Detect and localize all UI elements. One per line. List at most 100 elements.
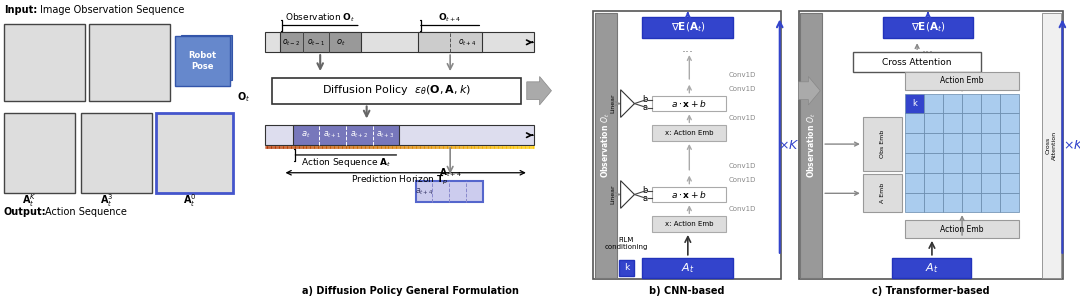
Bar (179, 37, 230, 82)
Text: Observation $\mathbf{O}_t$: Observation $\mathbf{O}_t$ (285, 11, 355, 24)
Text: Cross Attention: Cross Attention (882, 58, 951, 67)
Bar (981, 113, 1000, 133)
Text: ...: ... (922, 42, 934, 55)
Bar (981, 173, 1000, 192)
Bar (418, 32, 483, 52)
Bar (157, 113, 233, 192)
Bar (798, 11, 1064, 279)
Bar (800, 13, 822, 278)
Bar (1000, 173, 1018, 192)
Text: Conv1D: Conv1D (729, 72, 756, 78)
Bar (89, 24, 170, 101)
Bar (943, 153, 962, 173)
Text: $a \cdot \mathbf{x} + b$: $a \cdot \mathbf{x} + b$ (672, 189, 707, 200)
Bar (981, 94, 1000, 113)
Text: $\nabla \mathbf{E}(\mathbf{A}_t)$: $\nabla \mathbf{E}(\mathbf{A}_t)$ (671, 21, 705, 34)
Text: $o_t$: $o_t$ (336, 37, 346, 48)
Bar (905, 192, 924, 212)
Bar (1000, 153, 1018, 173)
Text: Conv1D: Conv1D (729, 86, 756, 92)
Bar (943, 173, 962, 192)
Text: Output:: Output: (4, 207, 46, 217)
Bar (595, 13, 617, 278)
Text: $\mathbf{A}_{t+4}$: $\mathbf{A}_{t+4}$ (438, 166, 461, 179)
Text: k: k (913, 99, 917, 108)
Text: $a_{t+1}$: $a_{t+1}$ (323, 130, 341, 141)
Text: Conv1D: Conv1D (729, 177, 756, 183)
Bar (924, 192, 943, 212)
Bar (943, 113, 962, 133)
Bar (619, 260, 634, 275)
Text: x: Action Emb: x: Action Emb (665, 221, 714, 227)
Bar (924, 173, 943, 192)
Bar (943, 94, 962, 113)
Bar (905, 153, 924, 173)
Text: Action Sequence: Action Sequence (45, 207, 127, 217)
Text: b: b (642, 95, 647, 104)
Text: $A_t$: $A_t$ (681, 261, 694, 275)
Text: $o_{t-1}$: $o_{t-1}$ (307, 37, 325, 48)
Bar (905, 173, 924, 192)
Bar (924, 133, 943, 153)
Bar (175, 36, 230, 86)
Bar (1000, 94, 1018, 113)
Bar (652, 187, 727, 202)
Text: $a_{t+4}$: $a_{t+4}$ (416, 186, 434, 197)
Bar (863, 174, 902, 212)
Bar (4, 24, 85, 101)
Bar (853, 52, 982, 72)
Text: a: a (643, 194, 647, 203)
Text: k: k (624, 263, 630, 272)
Bar (1000, 192, 1018, 212)
Text: a: a (643, 103, 647, 112)
Bar (177, 39, 228, 84)
Bar (924, 94, 943, 113)
Bar (652, 216, 727, 232)
Bar (4, 113, 76, 192)
Text: FiLM
conditioning: FiLM conditioning (605, 238, 648, 250)
Text: $\mathbf{O}_t$: $\mathbf{O}_t$ (238, 90, 251, 104)
Bar (882, 17, 973, 38)
Bar (180, 35, 232, 80)
Text: ...: ... (681, 42, 693, 55)
Text: Linear: Linear (610, 94, 616, 113)
Bar (1000, 113, 1018, 133)
Text: Obs Emb: Obs Emb (880, 130, 885, 158)
Text: Input:: Input: (4, 5, 37, 15)
Text: $o_{t-2}$: $o_{t-2}$ (283, 37, 300, 48)
Text: x: Action Emb: x: Action Emb (665, 130, 714, 136)
Text: a) Diffusion Policy General Formulation: a) Diffusion Policy General Formulation (301, 286, 518, 296)
Bar (1000, 133, 1018, 153)
Text: $\mathbf{A}_t^0$: $\mathbf{A}_t^0$ (183, 192, 197, 209)
Bar (272, 78, 521, 104)
Bar (981, 133, 1000, 153)
Bar (943, 133, 962, 153)
Text: $a_{t+2}$: $a_{t+2}$ (350, 130, 368, 141)
Bar (81, 113, 152, 192)
Bar (265, 32, 534, 52)
Bar (863, 117, 902, 171)
Text: $\mathbf{A}_t^3$: $\mathbf{A}_t^3$ (100, 192, 113, 209)
Text: Conv1D: Conv1D (729, 163, 756, 169)
Bar (924, 113, 943, 133)
Text: Robot
Pose: Robot Pose (189, 52, 217, 71)
Bar (652, 125, 727, 141)
Bar (905, 133, 924, 153)
Text: $\mathbf{O}_{t+4}$: $\mathbf{O}_{t+4}$ (438, 11, 462, 24)
Bar (962, 153, 981, 173)
Text: Observation $O_t$: Observation $O_t$ (805, 112, 818, 178)
Bar (280, 32, 361, 52)
Text: b) CNN-based: b) CNN-based (649, 286, 725, 296)
Text: Linear: Linear (610, 185, 616, 204)
Text: Image Observation Sequence: Image Observation Sequence (40, 5, 184, 15)
Bar (962, 192, 981, 212)
Polygon shape (621, 90, 634, 117)
Text: $a_{t+3}$: $a_{t+3}$ (376, 130, 394, 141)
Bar (652, 96, 727, 112)
Bar (981, 192, 1000, 212)
Text: $a \cdot \mathbf{x} + b$: $a \cdot \mathbf{x} + b$ (672, 98, 707, 109)
Text: Conv1D: Conv1D (729, 206, 756, 212)
Bar (643, 17, 733, 38)
Bar (892, 258, 972, 278)
Text: A Emb: A Emb (880, 183, 885, 203)
